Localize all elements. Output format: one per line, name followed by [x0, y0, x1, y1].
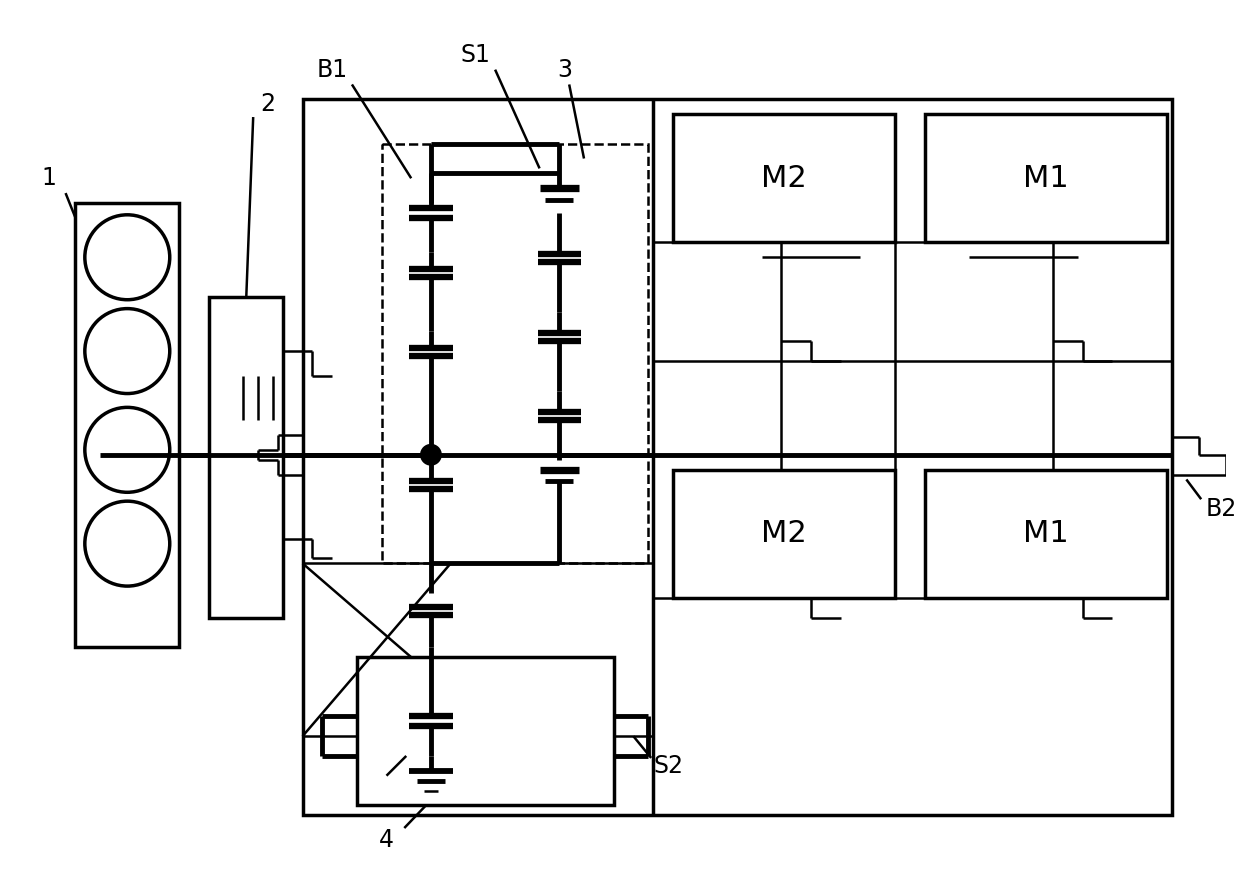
Text: M2: M2 [761, 164, 807, 193]
Bar [925, 470, 1167, 598]
Text: M1: M1 [1023, 164, 1069, 193]
Bar [925, 114, 1167, 242]
Bar [673, 114, 895, 242]
Text: 2: 2 [260, 92, 275, 116]
Bar [303, 99, 1172, 815]
Text: S1: S1 [460, 43, 490, 67]
Text: M2: M2 [761, 519, 807, 548]
Text: 1: 1 [41, 167, 56, 190]
Text: M1: M1 [1023, 519, 1069, 548]
Bar [208, 296, 283, 617]
Text: B2: B2 [1207, 497, 1238, 521]
Text: 4: 4 [379, 828, 394, 852]
Text: B1: B1 [316, 58, 347, 82]
Circle shape [422, 445, 440, 465]
Bar [76, 203, 179, 647]
Text: S2: S2 [653, 753, 683, 778]
Bar [382, 144, 649, 563]
Bar [673, 470, 895, 598]
Text: 3: 3 [557, 58, 572, 82]
Bar [357, 657, 614, 806]
